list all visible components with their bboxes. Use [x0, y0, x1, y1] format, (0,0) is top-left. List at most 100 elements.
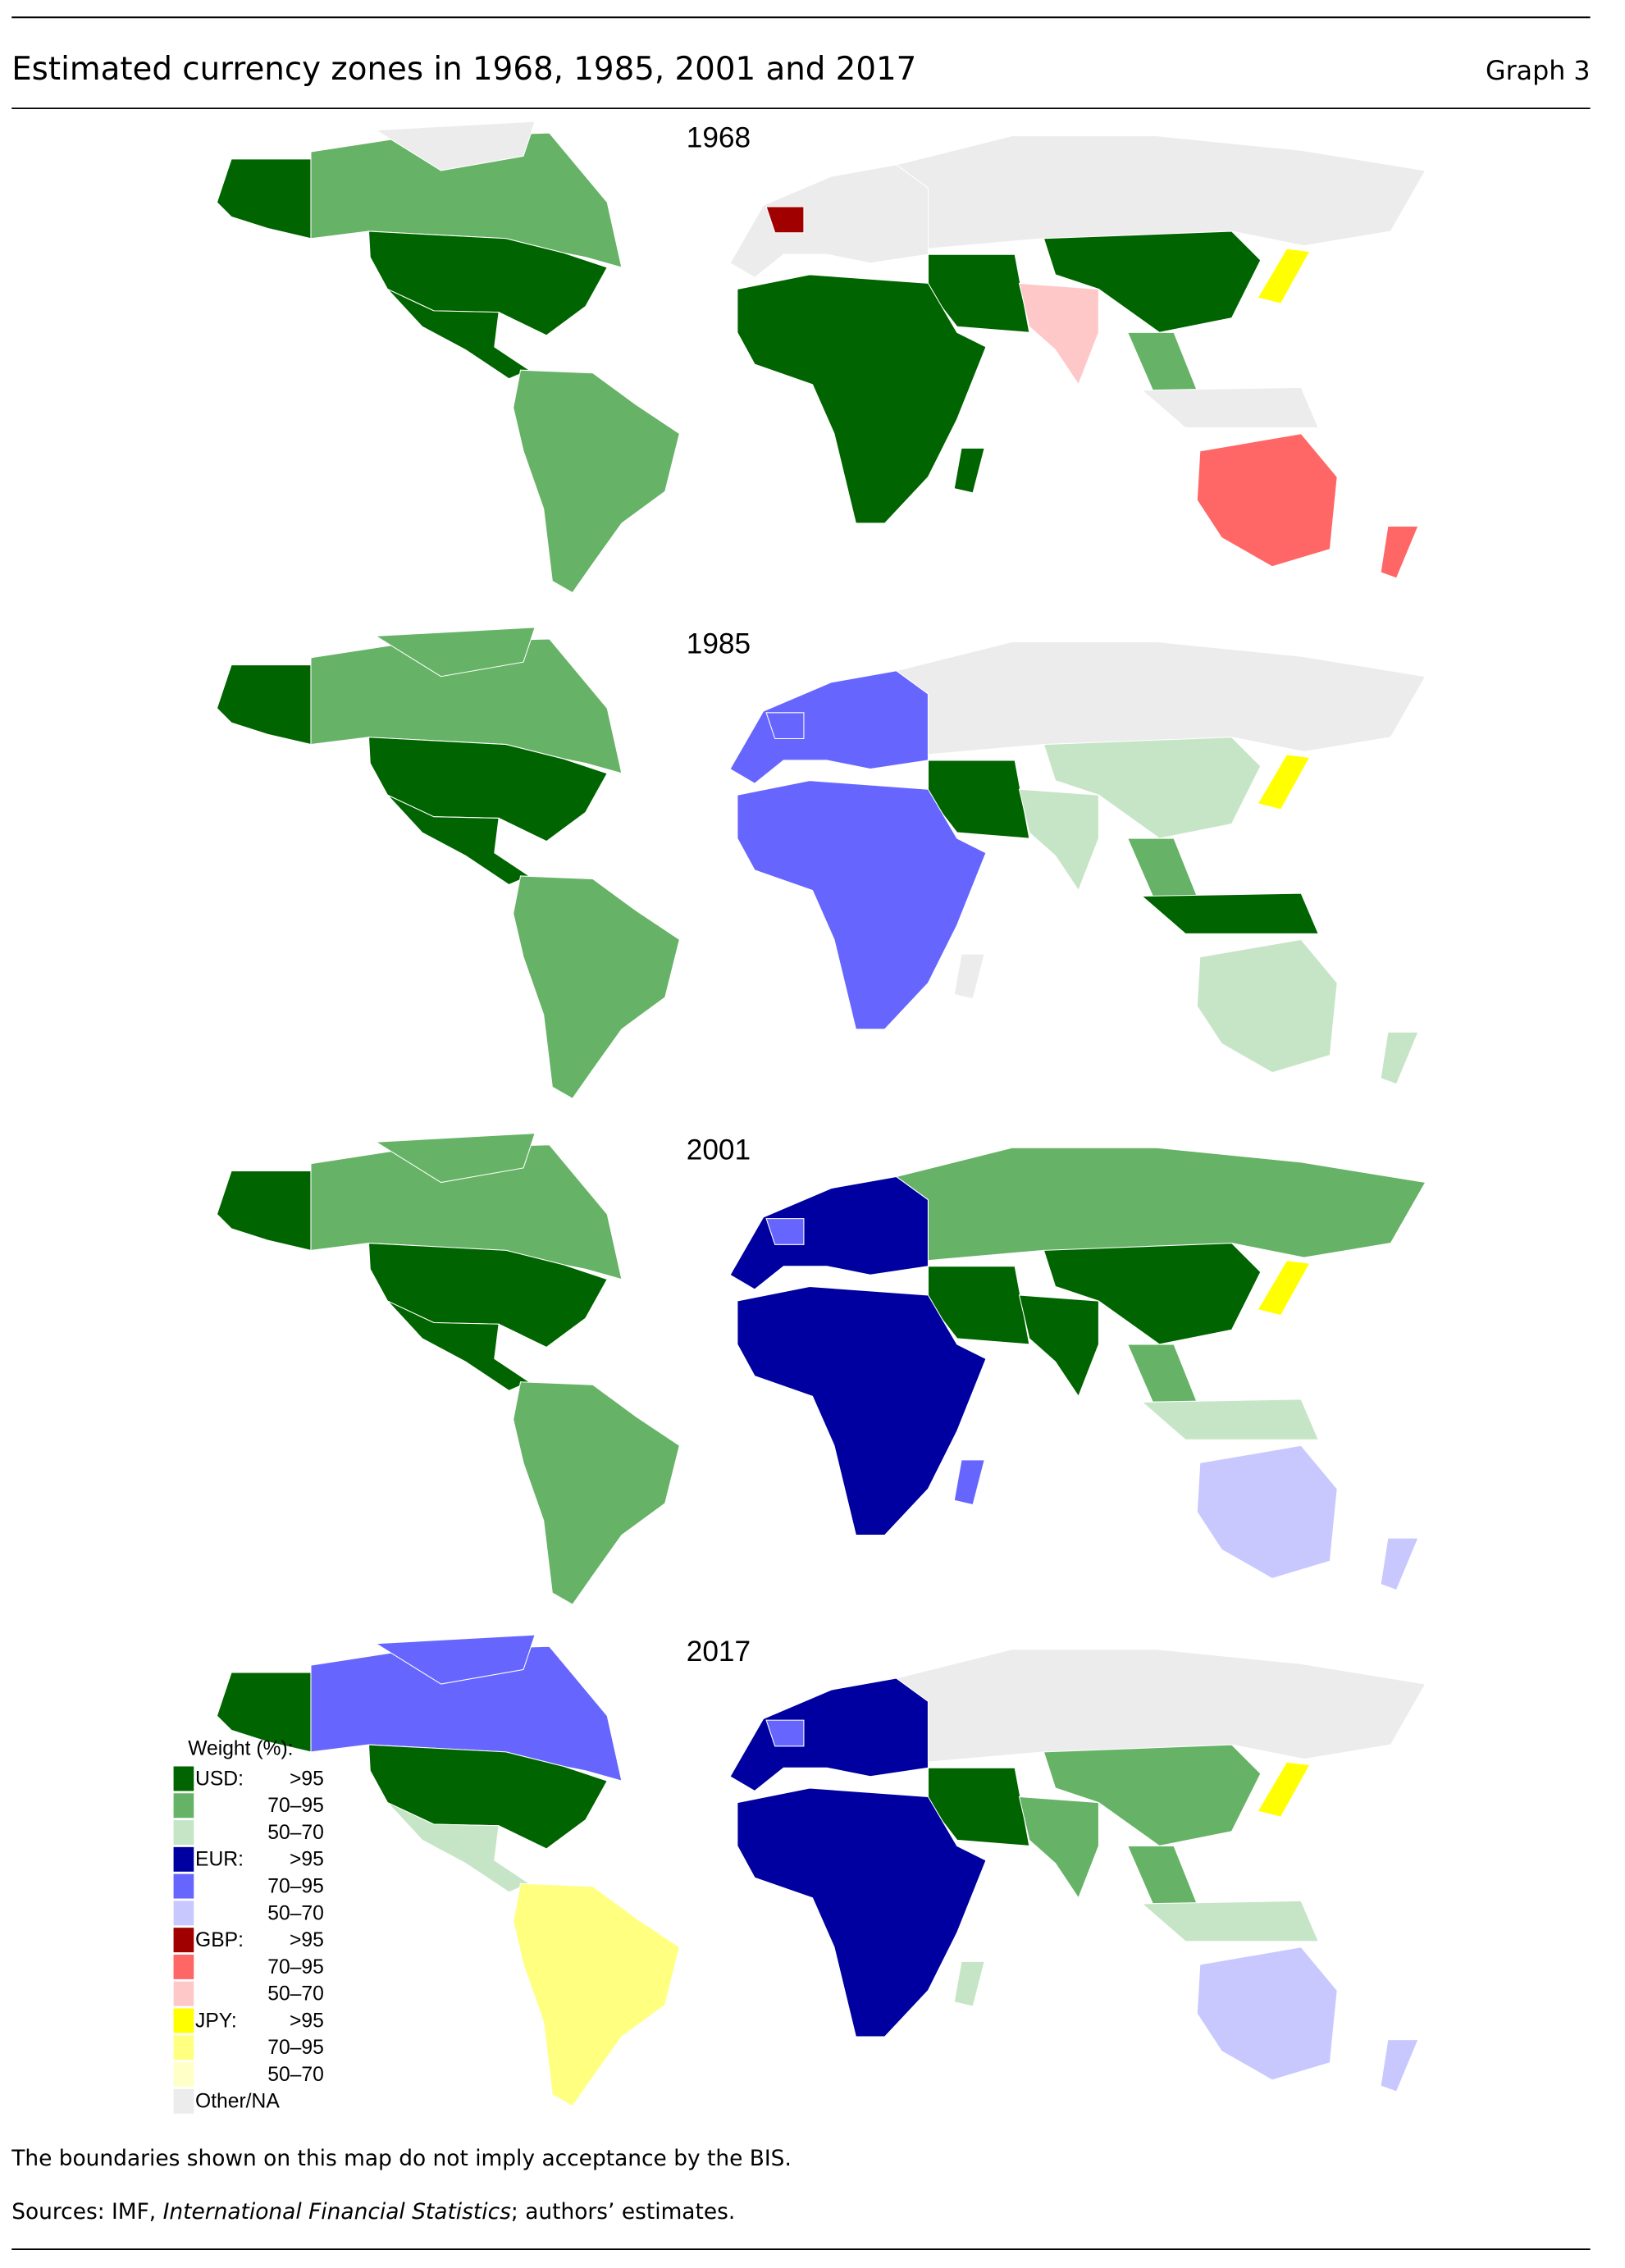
region-alaska	[216, 1170, 312, 1252]
region-europe	[729, 164, 929, 278]
region-africa	[737, 1787, 987, 2038]
map-panel: 1985	[216, 627, 1426, 1100]
legend-range: >95	[290, 1849, 324, 1871]
legend-range: 50–70	[267, 1822, 324, 1844]
legend-range: 70–95	[267, 1956, 324, 1978]
panel-year: 2017	[687, 1636, 751, 1668]
region-greenland	[374, 1133, 536, 1184]
region-alaska	[216, 158, 312, 240]
legend-currency: USD:	[195, 1768, 244, 1790]
region-greenland	[374, 1634, 536, 1685]
region-japan	[1257, 754, 1311, 810]
region-africa	[737, 780, 987, 1030]
sources: Sources: IMF, International Financial St…	[11, 2199, 735, 2225]
panel-year: 2001	[687, 1134, 751, 1166]
panel-year: 1985	[687, 628, 751, 660]
graph-label: Graph 3	[1486, 57, 1591, 86]
region-uk	[765, 206, 805, 234]
region-usa	[367, 737, 609, 842]
region-japan	[1257, 1260, 1311, 1317]
maps: 1968 1985 2001 2017	[216, 121, 1426, 2107]
region-russia	[895, 1649, 1426, 1763]
region-madagascar	[953, 953, 985, 1000]
legend-currency: GBP:	[195, 1929, 244, 1951]
legend-swatch	[173, 1928, 194, 1953]
region-alaska	[216, 664, 312, 746]
legend: Weight (%): USD: >95 70–95 50–70 EUR: >95 70–95…	[173, 1737, 324, 2114]
region-india	[1018, 1294, 1099, 1398]
region-russia	[895, 1147, 1426, 1262]
legend-swatch	[173, 1846, 194, 1872]
region-usa	[367, 230, 609, 336]
legend-swatch	[173, 2088, 194, 2114]
region-south-america	[513, 369, 680, 594]
sources-prefix: Sources: IMF,	[11, 2199, 162, 2225]
region-greenland	[374, 627, 536, 678]
region-europe	[729, 1175, 929, 1290]
region-indonesia	[1140, 892, 1320, 934]
map-panel: 2017	[216, 1634, 1426, 2107]
region-south-america	[513, 875, 680, 1100]
legend-other: Other/NA	[195, 2091, 280, 2113]
region-new-zealand	[1380, 2039, 1419, 2092]
legend-swatch	[173, 2008, 194, 2033]
legend-swatch	[173, 1793, 194, 1819]
region-new-zealand	[1380, 525, 1419, 579]
legend-swatch	[173, 1820, 194, 1846]
legend-range: >95	[290, 1929, 324, 1951]
region-russia	[895, 135, 1426, 249]
region-indonesia	[1140, 1399, 1320, 1440]
map-panel: 1968	[216, 121, 1426, 594]
region-europe	[729, 670, 929, 784]
region-india	[1018, 282, 1099, 386]
legend-swatch	[173, 1981, 194, 2006]
region-australia	[1196, 433, 1338, 568]
region-australia	[1196, 1946, 1338, 2081]
legend-range: 50–70	[267, 1983, 324, 2006]
legend-range: 50–70	[267, 2064, 324, 2086]
region-madagascar	[953, 1960, 985, 2007]
sources-suffix: ; authors’ estimates.	[511, 2199, 735, 2225]
region-india	[1018, 788, 1099, 892]
region-uk	[765, 1719, 805, 1747]
region-africa	[737, 1285, 987, 1536]
region-new-zealand	[1380, 1031, 1419, 1085]
legend-swatch	[173, 1873, 194, 1899]
legend-range: 70–95	[267, 1795, 324, 1817]
legend-title: Weight (%):	[188, 1737, 293, 1759]
title: Estimated currency zones in 1968, 1985, …	[11, 51, 916, 88]
legend-currency: JPY:	[195, 2010, 237, 2032]
region-australia	[1196, 1444, 1338, 1579]
legend-swatch	[173, 2035, 194, 2060]
region-indonesia	[1140, 386, 1320, 429]
region-uk	[765, 712, 805, 740]
legend-range: 70–95	[267, 2037, 324, 2059]
legend-range: >95	[290, 2010, 324, 2032]
legend-swatch	[173, 1766, 194, 1791]
region-japan	[1257, 1761, 1311, 1818]
legend-range: 70–95	[267, 1876, 324, 1898]
region-china	[1043, 1243, 1262, 1345]
region-south-america	[513, 1381, 680, 1605]
region-usa	[367, 1744, 609, 1850]
region-china	[1043, 1744, 1262, 1846]
legend-swatch	[173, 1901, 194, 1926]
region-australia	[1196, 938, 1338, 1074]
legend-swatch	[173, 2062, 194, 2088]
region-russia	[895, 641, 1426, 755]
disclaimer: The boundaries shown on this map do not …	[11, 2146, 792, 2171]
region-china	[1043, 737, 1262, 839]
region-indonesia	[1140, 1900, 1320, 1942]
region-madagascar	[953, 1459, 985, 1506]
legend-swatch	[173, 1954, 194, 1979]
region-china	[1043, 230, 1262, 333]
region-uk	[765, 1218, 805, 1245]
region-usa	[367, 1242, 609, 1348]
region-new-zealand	[1380, 1537, 1419, 1591]
region-japan	[1257, 248, 1311, 304]
panel-year: 1968	[687, 122, 751, 154]
region-madagascar	[953, 447, 985, 494]
region-africa	[737, 274, 987, 524]
legend-currency: EUR:	[195, 1849, 244, 1871]
